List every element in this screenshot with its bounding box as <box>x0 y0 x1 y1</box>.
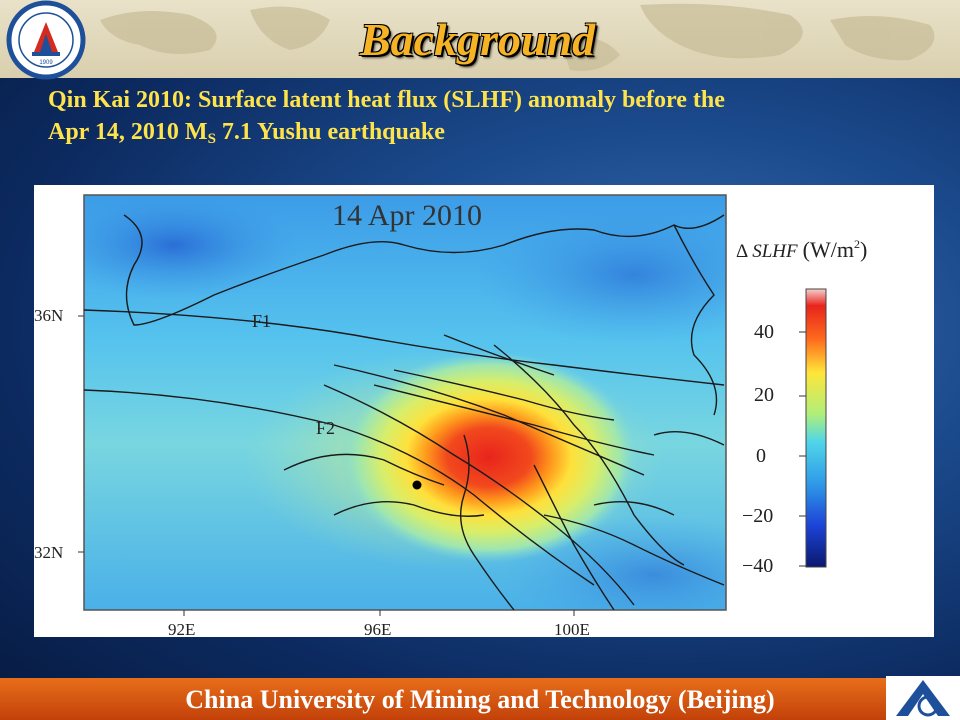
map-date-label: 14 Apr 2010 <box>332 199 482 232</box>
lat-label-32n: 32N <box>34 543 63 562</box>
colorbar-tick-40: 40 <box>754 321 774 343</box>
subtitle-line-1: Qin Kai 2010: Surface latent heat flux (… <box>48 87 725 113</box>
footer-institution: China University of Mining and Technolog… <box>185 685 775 714</box>
colorbar-tick-0: 0 <box>756 445 766 467</box>
colorbar-tick-20: 20 <box>754 384 774 406</box>
magnitude-subscript: S <box>207 131 216 147</box>
faults-and-borders <box>84 214 725 610</box>
header-band <box>0 0 960 78</box>
subtitle-line-2: Apr 14, 2010 MS 7.1 Yushu earthquake <box>48 116 953 155</box>
colorbar-title-exp: 2 <box>854 237 860 251</box>
subtitle-line-2a: Apr 14, 2010 M <box>48 119 208 145</box>
slide-title: Background <box>360 14 596 65</box>
lon-label-92e: 92E <box>168 620 195 637</box>
fault-label-f2: F2 <box>316 418 335 438</box>
corner-3d-logo-icon <box>886 676 960 720</box>
subtitle-line-2b: 7.1 Yushu earthquake <box>215 119 445 145</box>
logo-year: 1909 <box>39 60 53 66</box>
lat-label-36n: 36N <box>34 306 63 325</box>
fault-label-f1: F1 <box>252 311 271 331</box>
university-logo-icon: 1909 <box>6 0 86 80</box>
colorbar-title-var: SLHF <box>752 241 798 262</box>
slhf-map-svg: 14 Apr 2010 F1 F2 36N 32N 92E 96E 100E Δ… <box>34 194 867 639</box>
colorbar <box>805 288 827 568</box>
colorbar-tick-minus40: −40 <box>742 555 773 577</box>
colorbar-tick-minus20: −20 <box>742 505 773 527</box>
colorbar-title-unit: (W/m <box>803 237 854 262</box>
lon-label-100e: 100E <box>554 620 590 637</box>
colorbar-title-close: ) <box>860 237 867 262</box>
slhf-anomaly-figure: 14 Apr 2010 F1 F2 36N 32N 92E 96E 100E Δ… <box>34 185 934 639</box>
colorbar-ticks <box>799 331 806 567</box>
colorbar-title-symbol: Δ <box>736 241 748 262</box>
colorbar-title: Δ SLHF (W/m2) <box>736 237 867 262</box>
world-map-decoration <box>100 3 935 71</box>
lon-label-96e: 96E <box>364 620 391 637</box>
epicenter-marker <box>412 480 422 490</box>
slide-subtitle: Qin Kai 2010: Surface latent heat flux (… <box>48 84 953 155</box>
map-frame <box>83 194 727 611</box>
footer-band <box>0 678 960 720</box>
